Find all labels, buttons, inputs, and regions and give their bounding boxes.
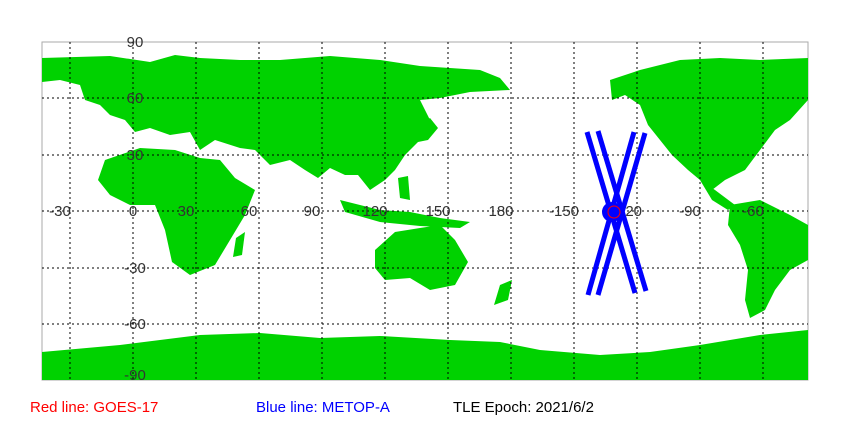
latitude-label: 60 <box>127 90 144 107</box>
goes-17-position-icon <box>607 205 621 219</box>
philippines <box>398 176 410 200</box>
eurasia <box>42 55 510 190</box>
madagascar <box>233 232 245 257</box>
satellite-position-icon <box>602 202 622 222</box>
latitude-label: -60 <box>124 316 146 333</box>
equator-label: 0 <box>129 203 137 220</box>
longitude-label: 180 <box>488 203 513 220</box>
north-america <box>610 58 808 190</box>
latitude-label: 30 <box>127 147 144 164</box>
legend-blue-line: Blue line: METOP-A <box>256 399 390 416</box>
legend-red-line: Red line: GOES-17 <box>30 399 159 416</box>
tle-epoch: TLE Epoch: 2021/6/2 <box>453 399 594 416</box>
latitude-label: -30 <box>124 260 146 277</box>
longitude-label: 150 <box>425 203 450 220</box>
indonesia <box>340 200 470 228</box>
africa <box>98 148 255 275</box>
longitude-label: 120 <box>362 203 387 220</box>
longitude-label: 60 <box>241 203 258 220</box>
latitude-label: 90 <box>127 34 144 51</box>
longitude-label: -90 <box>679 203 701 220</box>
longitude-label: -60 <box>742 203 764 220</box>
longitude-label: -30 <box>49 203 71 220</box>
longitude-label: 30 <box>178 203 195 220</box>
south-america <box>728 200 808 318</box>
longitude-label: -150 <box>549 203 579 220</box>
antarctica <box>42 330 808 380</box>
graticule <box>42 42 808 380</box>
land-masses <box>42 55 808 380</box>
australia <box>375 225 468 290</box>
latitude-label: -90 <box>124 367 146 384</box>
central-america <box>700 180 735 210</box>
new-zealand <box>494 280 512 305</box>
japan <box>418 118 438 142</box>
longitude-label: 90 <box>304 203 321 220</box>
